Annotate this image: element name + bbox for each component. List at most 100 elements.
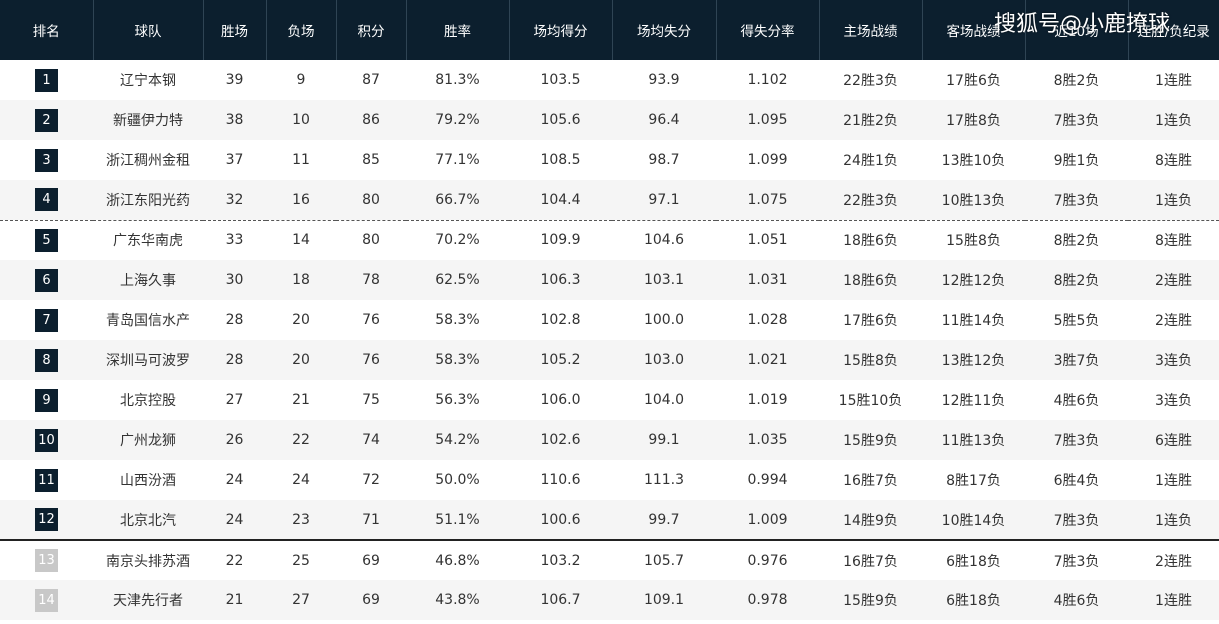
team-cell[interactable]: 南京头排苏酒: [106, 553, 190, 570]
header-team[interactable]: 球队: [93, 0, 204, 60]
table-row[interactable]: 5 广东华南虎 33 14 80 70.2% 109.9 104.6 1.051…: [0, 220, 1219, 260]
last10-cell: 7胜3负: [1053, 553, 1100, 570]
last10-cell: 8胜2负: [1053, 73, 1100, 89]
wins-cell: 21: [225, 592, 244, 608]
oppg-cell: 105.7: [643, 552, 685, 569]
header-streak[interactable]: 连胜/负纪录: [1137, 24, 1210, 40]
points-cell: 80: [336, 180, 406, 221]
table-row[interactable]: 4 浙江东阳光药 32 16 80 66.7% 104.4 97.1 1.075…: [0, 180, 1219, 221]
header-losses[interactable]: 负场: [266, 0, 337, 60]
oppg-cell: 103.0: [643, 352, 685, 368]
rank-cell: 5: [0, 220, 93, 260]
away-record-cell: 11胜14负: [941, 313, 1006, 329]
last10-cell: 4胜6负: [1053, 593, 1100, 609]
header-home-record[interactable]: 主场战绩: [819, 0, 923, 60]
points-cell: 69: [362, 592, 380, 608]
last10-cell: 8胜2负: [1053, 273, 1100, 289]
table-row[interactable]: 9 北京控股 27 21 75 56.3% 106.0 104.0 1.019 …: [0, 380, 1219, 420]
losses-cell: 14: [292, 232, 310, 249]
table-row[interactable]: 3 浙江稠州金租 37 11 85 77.1% 108.5 98.7 1.099…: [0, 140, 1219, 180]
win-pct-cell: 51.1%: [406, 500, 509, 541]
team-cell[interactable]: 青岛国信水产: [106, 313, 190, 329]
away-record-cell: 11胜13负: [941, 433, 1006, 449]
rank-cell: 4: [0, 180, 93, 221]
team-cell[interactable]: 北京北汽: [93, 500, 203, 541]
header-last10[interactable]: 近10场: [1025, 0, 1129, 60]
table-row[interactable]: 8 深圳马可波罗 28 20 76 58.3% 105.2 103.0 1.02…: [0, 340, 1219, 380]
away-record-cell: 15胜8负: [946, 233, 1001, 250]
win-pct-cell: 81.3%: [435, 72, 480, 88]
losses-cell: 18: [292, 272, 310, 288]
header-oppg[interactable]: 场均失分: [612, 0, 717, 60]
table-row[interactable]: 6 上海久事 30 18 78 62.5% 106.3 103.1 1.031 …: [0, 260, 1219, 300]
rank-badge: 10: [35, 428, 58, 452]
team-cell[interactable]: 北京控股: [120, 393, 176, 409]
rank-cell: 8: [0, 340, 93, 380]
rank-badge: 3: [35, 148, 58, 172]
rank-cell: 6: [0, 260, 93, 300]
oppg-cell: 100.0: [643, 312, 685, 328]
header-points[interactable]: 积分: [336, 0, 407, 60]
team-cell[interactable]: 浙江稠州金租: [106, 153, 190, 169]
header-ppg[interactable]: 场均得分: [509, 0, 613, 60]
losses-cell: 10: [292, 112, 310, 128]
ppg-cell: 102.6: [540, 432, 581, 448]
header-win-pct[interactable]: 胜率: [406, 0, 510, 60]
ratio-cell: 1.051: [747, 232, 788, 249]
team-cell[interactable]: 山西汾酒: [120, 473, 176, 489]
ppg-cell: 106.0: [540, 392, 581, 408]
ratio-cell: 1.102: [747, 72, 788, 88]
wins-cell: 24: [225, 472, 244, 488]
header-rank[interactable]: 排名: [0, 0, 94, 60]
wins-cell: 22: [225, 552, 244, 569]
team-cell[interactable]: 天津先行者: [113, 593, 183, 609]
points-cell: 87: [362, 72, 380, 88]
streak-cell: 3连负: [1155, 393, 1192, 409]
table-row[interactable]: 12 北京北汽 24 23 71 51.1% 100.6 99.7 1.009 …: [0, 500, 1219, 541]
away-record-cell: 12胜12负: [941, 273, 1006, 289]
table-row[interactable]: 10 广州龙狮 26 22 74 54.2% 102.6 99.1 1.035 …: [0, 420, 1219, 460]
table-row[interactable]: 1 辽宁本钢 39 9 87 81.3% 103.5 93.9 1.102 22…: [0, 60, 1219, 100]
losses-cell: 22: [292, 432, 310, 448]
table-header-row: 排名 球队 胜场 负场 积分 胜率 场均得分 场均失分 得失分率 主场战绩 客场…: [0, 0, 1219, 60]
ppg-cell: 110.6: [540, 472, 581, 488]
team-cell[interactable]: 广东华南虎: [113, 233, 183, 250]
team-cell[interactable]: 广州龙狮: [120, 433, 176, 449]
points-cell: 86: [362, 112, 380, 128]
table-row[interactable]: 13 南京头排苏酒 22 25 69 46.8% 103.2 105.7 0.9…: [0, 540, 1219, 580]
ratio-cell: 1.099: [747, 152, 788, 168]
losses-cell: 20: [292, 352, 310, 368]
header-wins[interactable]: 胜场: [203, 0, 267, 60]
away-record-cell: 17胜6负: [946, 73, 1001, 89]
oppg-cell: 109.1: [643, 592, 685, 608]
away-record-cell: 17胜8负: [946, 113, 1001, 129]
oppg-cell: 104.6: [643, 232, 685, 249]
oppg-cell: 104.0: [643, 392, 685, 408]
losses-cell: 25: [292, 552, 310, 569]
rank-cell: 13: [0, 540, 93, 580]
team-cell[interactable]: 新疆伊力特: [113, 113, 183, 129]
wins-cell: 28: [225, 312, 244, 328]
ppg-cell: 106.3: [540, 272, 581, 288]
away-record-cell: 13胜12负: [941, 353, 1006, 369]
rank-badge: 11: [35, 468, 58, 492]
team-cell[interactable]: 深圳马可波罗: [106, 353, 190, 369]
wins-cell: 33: [225, 232, 244, 249]
win-pct-cell: 54.2%: [435, 432, 480, 448]
rank-badge: 2: [35, 108, 58, 132]
home-record-cell: 15胜9负: [843, 433, 898, 449]
win-pct-cell: 66.7%: [406, 180, 509, 221]
team-cell[interactable]: 辽宁本钢: [120, 73, 176, 89]
points-cell: 80: [362, 232, 380, 249]
header-away-record[interactable]: 客场战绩: [922, 0, 1026, 60]
table-row[interactable]: 14 天津先行者 21 27 69 43.8% 106.7 109.1 0.97…: [0, 580, 1219, 620]
team-cell[interactable]: 上海久事: [120, 273, 176, 289]
streak-cell: 2连胜: [1155, 273, 1192, 289]
table-row[interactable]: 11 山西汾酒 24 24 72 50.0% 110.6 111.3 0.994…: [0, 460, 1219, 500]
team-cell[interactable]: 浙江东阳光药: [93, 180, 203, 221]
header-ratio[interactable]: 得失分率: [716, 0, 820, 60]
rank-badge: 9: [35, 388, 58, 412]
table-row[interactable]: 2 新疆伊力特 38 10 86 79.2% 105.6 96.4 1.095 …: [0, 100, 1219, 140]
table-row[interactable]: 7 青岛国信水产 28 20 76 58.3% 102.8 100.0 1.02…: [0, 300, 1219, 340]
points-cell: 76: [362, 352, 380, 368]
